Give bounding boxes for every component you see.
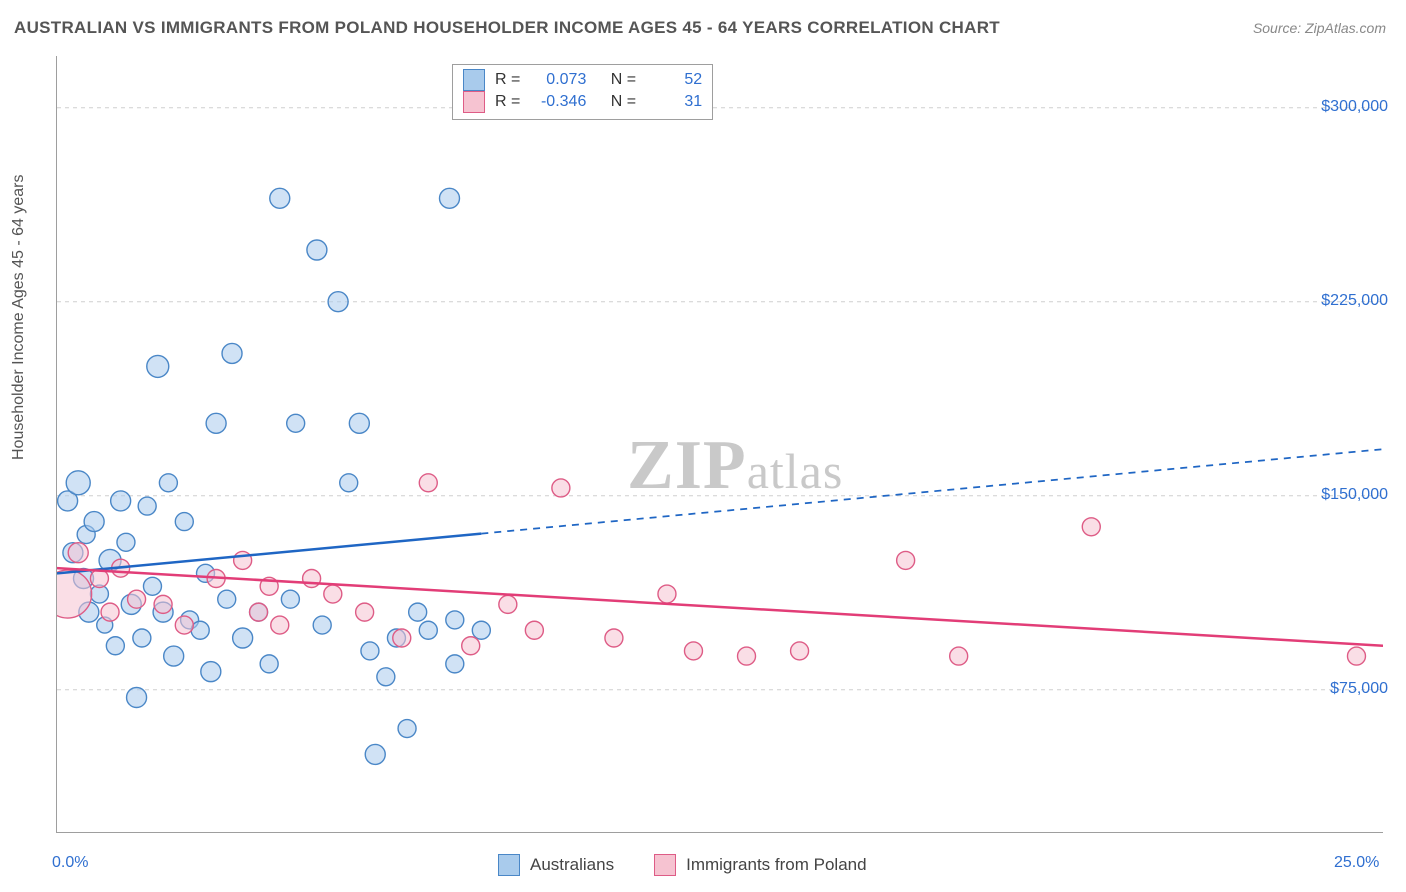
stat-n-poland: 31 xyxy=(646,91,702,113)
legend-bottom: Australians Immigrants from Poland xyxy=(498,854,867,876)
plot-area: ZIPatlas xyxy=(56,56,1383,833)
swatch-poland xyxy=(463,91,485,113)
swatch-poland xyxy=(654,854,676,876)
stat-n-australians: 52 xyxy=(646,69,702,91)
legend-label-poland: Immigrants from Poland xyxy=(686,855,866,875)
x-tick-label: 0.0% xyxy=(52,854,88,872)
chart-title: AUSTRALIAN VS IMMIGRANTS FROM POLAND HOU… xyxy=(14,18,1000,38)
legend-stats-row-australians: R = 0.073 N = 52 xyxy=(463,69,702,91)
stat-label-n: N = xyxy=(611,91,636,113)
y-tick-label: $150,000 xyxy=(1321,486,1388,504)
legend-stats-box: R = 0.073 N = 52 R = -0.346 N = 31 xyxy=(452,64,713,120)
stat-r-australians: 0.073 xyxy=(530,69,586,91)
legend-item-australians: Australians xyxy=(498,854,614,876)
y-axis-label: Householder Income Ages 45 - 64 years xyxy=(10,175,28,461)
stat-label-r: R = xyxy=(495,91,520,113)
x-tick-label: 25.0% xyxy=(1334,854,1379,872)
source-attribution: Source: ZipAtlas.com xyxy=(1253,20,1386,36)
stat-label-n: N = xyxy=(611,69,636,91)
y-tick-label: $300,000 xyxy=(1321,98,1388,116)
scatter-svg xyxy=(57,56,1383,832)
legend-stats-row-poland: R = -0.346 N = 31 xyxy=(463,91,702,113)
stat-label-r: R = xyxy=(495,69,520,91)
y-tick-label: $225,000 xyxy=(1321,292,1388,310)
legend-label-australians: Australians xyxy=(530,855,614,875)
swatch-australians xyxy=(498,854,520,876)
y-tick-label: $75,000 xyxy=(1330,680,1388,698)
swatch-australians xyxy=(463,69,485,91)
stat-r-poland: -0.346 xyxy=(530,91,586,113)
legend-item-poland: Immigrants from Poland xyxy=(654,854,866,876)
